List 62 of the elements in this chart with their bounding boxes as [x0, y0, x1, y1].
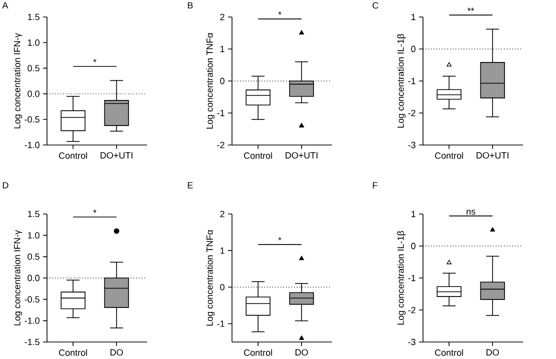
y-tick-label: -2 [408, 306, 416, 314]
y-tick-label: 0 [411, 242, 416, 250]
y-tick-label: 1 [220, 46, 224, 52]
x-tick-label: DO [486, 349, 499, 356]
annotation: ns [466, 210, 476, 215]
y-tick-label: -1.0 [24, 317, 40, 324]
y-axis-title: Log concentration TNFα [206, 230, 215, 326]
chart-title: C [372, 2, 378, 9]
x-tick-label: DO+UTI [286, 152, 318, 159]
y-tick-label: -2 [217, 142, 224, 148]
y-axis-title: Log concentration TNFα [206, 32, 215, 129]
y-tick-label: -1 [217, 320, 224, 327]
y-axis-title: Log concentration IL-1β [397, 34, 406, 128]
x-tick-label: Control [59, 349, 87, 356]
chart-title: A [2, 2, 8, 8]
y-tick-label: -1 [408, 274, 416, 282]
chart-title: F [372, 182, 378, 188]
x-tick-label: Control [244, 152, 272, 159]
y-tick-label: 1 [411, 14, 416, 20]
y-tick-label: -3 [408, 338, 416, 346]
y-tick-label: 2 [220, 210, 224, 218]
x-tick-label: Control [435, 152, 463, 159]
y-tick-label: 1.5 [28, 14, 40, 20]
y-axis-title: Log concentration IFN-γ [14, 230, 22, 326]
y-tick-label: 0 [220, 78, 224, 84]
y-tick-label: -0.5 [24, 296, 40, 303]
y-tick-label: 0.0 [28, 90, 40, 97]
y-tick-label: -0.5 [24, 116, 40, 123]
y-tick-label: 0.0 [28, 274, 40, 282]
chart-title: D [2, 182, 8, 188]
x-tick-label: DO+UTI [476, 152, 508, 159]
x-tick-label: Control [435, 349, 463, 356]
text: * [278, 12, 282, 15]
y-tick-label: -1.0 [24, 142, 40, 148]
chart-title: B [188, 2, 193, 8]
y-tick-label: -1.5 [24, 338, 40, 346]
y-tick-label: 0.5 [28, 65, 40, 72]
x-tick-label: DO [110, 349, 123, 356]
y-tick-label: 1.0 [28, 232, 40, 239]
text: * [93, 210, 96, 213]
y-tick-label: -2 [408, 110, 416, 116]
y-tick-label: 1 [220, 247, 224, 254]
y-tick-label: 1.5 [28, 210, 40, 218]
x-tick-label: DO+UTI [100, 152, 132, 159]
y-axis-title: Log concentration IFN-γ [14, 33, 22, 128]
y-tick-label: 2 [220, 14, 224, 20]
annotation: * [278, 237, 282, 240]
y-tick-label: 1 [411, 210, 416, 218]
x-tick-label: DO [296, 349, 308, 356]
annotation: * [93, 59, 96, 62]
y-tick-label: 1.0 [28, 39, 40, 46]
y-tick-label: -1 [408, 78, 416, 84]
y-tick-label: 0 [220, 284, 224, 290]
y-tick-label: -3 [408, 142, 416, 148]
x-tick-label: Control [59, 152, 87, 159]
chart-title: E [188, 182, 193, 188]
y-tick-label: 0.5 [28, 253, 40, 260]
y-tick-label: -1 [217, 110, 224, 116]
text: ** [467, 8, 474, 11]
y-tick-label: 0 [411, 46, 416, 52]
y-axis-title: Log concentration IL-1β [397, 231, 406, 325]
x-tick-label: Control [244, 349, 272, 356]
